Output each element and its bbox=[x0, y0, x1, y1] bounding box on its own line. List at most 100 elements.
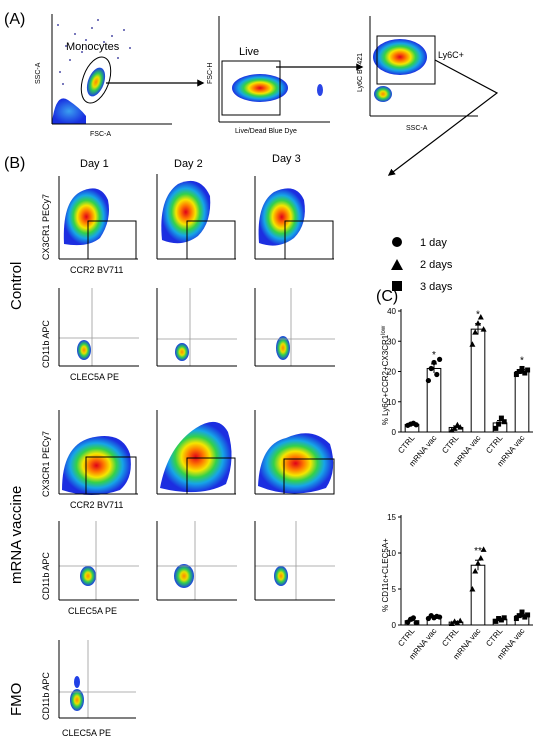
day-3-header: Day 3 bbox=[272, 153, 301, 165]
control-day1-density bbox=[63, 188, 109, 246]
significance-6: * bbox=[520, 355, 524, 366]
data-point-6-1 bbox=[513, 372, 519, 378]
y-tick-label-4: 30 bbox=[387, 337, 396, 346]
data-point-5-1 bbox=[493, 618, 499, 624]
mrna-day2-cd11b-density bbox=[174, 564, 194, 588]
data-point-2-4 bbox=[434, 371, 440, 378]
legend-label-2-days: 2 days bbox=[420, 259, 453, 271]
data-point-2-3 bbox=[431, 359, 437, 366]
data-point-2-5 bbox=[437, 356, 443, 362]
x-tick-label-1: CTRL bbox=[396, 626, 417, 648]
y-axis-label-main: % Ly6C+CCR2+CX3CR1 bbox=[381, 334, 390, 425]
mrna-cx3cr1-axis-label: CX3CR1 PECy7 bbox=[41, 431, 51, 497]
legend-label-1-day: 1 day bbox=[420, 237, 447, 249]
data-point-5-4 bbox=[501, 615, 507, 621]
y-axis-label-main: % CD11c+CLEC5A+ bbox=[381, 538, 390, 612]
day-1-header: Day 1 bbox=[80, 158, 109, 170]
panel-a-label: (A) bbox=[4, 11, 25, 28]
data-point-6-2 bbox=[516, 369, 522, 374]
bar-2 bbox=[426, 367, 442, 433]
data-point-5-3 bbox=[498, 415, 504, 421]
control-day3-cx3cr1-ccr2-plot bbox=[254, 176, 334, 260]
gating-plot-1-xlabel: FSC-A bbox=[90, 131, 111, 138]
data-point-6-5 bbox=[525, 367, 531, 373]
mrna-ccr2-axis-label: CCR2 BV711 bbox=[70, 500, 123, 510]
ly6c-gate-label: Ly6C+ bbox=[438, 50, 464, 60]
data-point-6-4 bbox=[522, 614, 528, 620]
gating-plot-1-ylabel: SSC-A bbox=[35, 62, 42, 84]
data-point-4-5 bbox=[480, 326, 487, 332]
gating-plot-monocytes: Monocytes SSC-A FSC-A bbox=[35, 14, 172, 138]
panel-b-label: (B) bbox=[4, 155, 25, 172]
control-clec5a-axis-label: CLEC5A PE bbox=[70, 372, 119, 382]
legend-label-3-days: 3 days bbox=[420, 281, 453, 293]
data-point-3-4 bbox=[457, 424, 464, 430]
mrna-clec5a-axis-label: CLEC5A PE bbox=[68, 606, 117, 616]
data-point-6-5 bbox=[525, 612, 531, 618]
mrna-day3-cx3cr1-ccr2-plot bbox=[254, 410, 335, 495]
data-point-2-1 bbox=[425, 377, 431, 384]
data-point-4-4 bbox=[477, 555, 484, 561]
mrna-day1-cd11b-density bbox=[80, 566, 96, 586]
data-point-4-1 bbox=[469, 341, 476, 347]
gating-plot-2-dead-population bbox=[317, 84, 323, 96]
x-tick-label-3: CTRL bbox=[440, 626, 461, 648]
data-point-4-2 bbox=[472, 329, 479, 335]
control-day1-cd11b-density bbox=[77, 340, 91, 360]
data-point-6-3 bbox=[519, 365, 525, 371]
mrna-day1-cx3cr1-ccr2-plot bbox=[58, 410, 138, 495]
gating-plot-2-xlabel: Live/Dead Blue Dye bbox=[235, 128, 297, 135]
monocytes-gate-label: Monocytes bbox=[66, 41, 120, 53]
data-point-5-1 bbox=[493, 425, 499, 431]
data-point-2-2 bbox=[428, 365, 434, 372]
y-tick-label-5: 40 bbox=[387, 307, 396, 316]
y-tick-label-1: 0 bbox=[392, 621, 397, 630]
gating-plot-2-ylabel: FSC-H bbox=[207, 63, 214, 84]
legend-marker-2-days bbox=[391, 259, 403, 270]
mrna-day3-cd11b-density bbox=[274, 566, 288, 586]
y-axis-label: % Ly6C+CCR2+CX3CR1low bbox=[381, 325, 390, 425]
control-day3-cd11b-clec5a-plot bbox=[254, 288, 335, 367]
data-point-5-2 bbox=[496, 421, 502, 427]
gating-arrow-3 bbox=[387, 59, 499, 176]
data-point-3-3 bbox=[454, 421, 461, 428]
live-gate bbox=[221, 60, 281, 116]
mrna-day3-cd11b-clec5a-plot bbox=[254, 521, 335, 601]
control-day1-cd11b-clec5a-plot bbox=[58, 288, 139, 367]
data-point-6-1 bbox=[513, 616, 519, 622]
data-point-3-1 bbox=[448, 427, 455, 433]
legend-marker-3-days bbox=[392, 281, 402, 291]
y-tick-label-2: 10 bbox=[387, 398, 396, 407]
gating-plot-2-population bbox=[232, 74, 288, 102]
bar-6 bbox=[514, 371, 530, 433]
data-point-3-2 bbox=[451, 425, 458, 431]
bar-chart-ly6c: CTRL*mRNA vac CTRL*mRNA vac CTRL*mRNA vac0… bbox=[381, 307, 533, 468]
x-tick-label-5: CTRL bbox=[484, 433, 505, 455]
panel-c-label: (C) bbox=[376, 288, 398, 305]
mrna-day1-cd11b-clec5a-plot bbox=[58, 521, 139, 601]
data-point-6-2 bbox=[516, 613, 522, 619]
data-point-3-4 bbox=[457, 617, 464, 624]
mrna-day3-density bbox=[258, 433, 334, 494]
y-tick-label-2: 5 bbox=[392, 585, 397, 594]
gating-plot-1-population bbox=[86, 67, 106, 97]
data-point-6-4 bbox=[522, 370, 528, 376]
mrna-day2-density bbox=[160, 421, 232, 493]
fmo-density-tail bbox=[74, 676, 80, 688]
control-day2-density bbox=[161, 180, 211, 244]
y-tick-label-4: 15 bbox=[387, 513, 396, 522]
gating-plot-1-dots bbox=[57, 19, 131, 85]
data-point-1-4 bbox=[413, 422, 419, 428]
control-day1-cx3cr1-ccr2-plot bbox=[58, 176, 138, 260]
day-2-header: Day 2 bbox=[174, 158, 203, 170]
group-label-mrna-vaccine: mRNA vaccine bbox=[8, 486, 25, 584]
data-point-4-3 bbox=[475, 320, 481, 326]
gating-plot-3-population bbox=[373, 39, 427, 75]
data-point-4-5 bbox=[480, 546, 487, 552]
control-ccr2-axis-label: CCR2 BV711 bbox=[70, 265, 123, 275]
gating-plot-1-density bbox=[52, 98, 86, 124]
control-cd11b-axis-label: CD11b APC bbox=[41, 320, 51, 368]
data-point-5-4 bbox=[501, 419, 507, 425]
mrna-day2-cx3cr1-ccr2-plot bbox=[156, 410, 236, 495]
